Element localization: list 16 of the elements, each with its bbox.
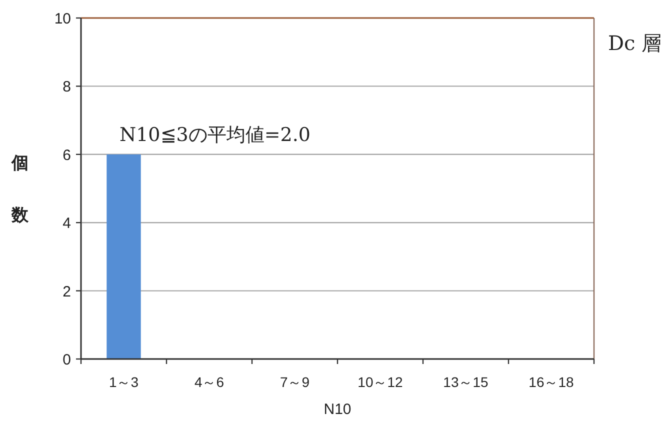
x-axis-title: N10 — [324, 401, 352, 418]
y-tick-label: 0 — [62, 352, 71, 368]
y-tick-label: 8 — [62, 78, 71, 96]
text: Dc 層 — [608, 31, 662, 55]
y-tick-label: 6 — [62, 146, 71, 164]
x-tick-label: 13～15 — [443, 374, 489, 390]
x-tick-label: 16～18 — [528, 374, 574, 390]
x-tick-label: 4～6 — [194, 374, 224, 390]
y-tick-label: 4 — [62, 215, 71, 232]
x-tick-label: 10～12 — [358, 374, 404, 390]
text: 個数 — [12, 154, 28, 224]
annotation: N10≦3の平均値=2.0 — [119, 124, 311, 146]
y-tick-label: 10 — [54, 10, 71, 28]
y-tick-label: 2 — [62, 283, 71, 300]
x-tick-label: 7～9 — [280, 374, 310, 390]
x-tick-label: 1～3 — [108, 374, 139, 390]
